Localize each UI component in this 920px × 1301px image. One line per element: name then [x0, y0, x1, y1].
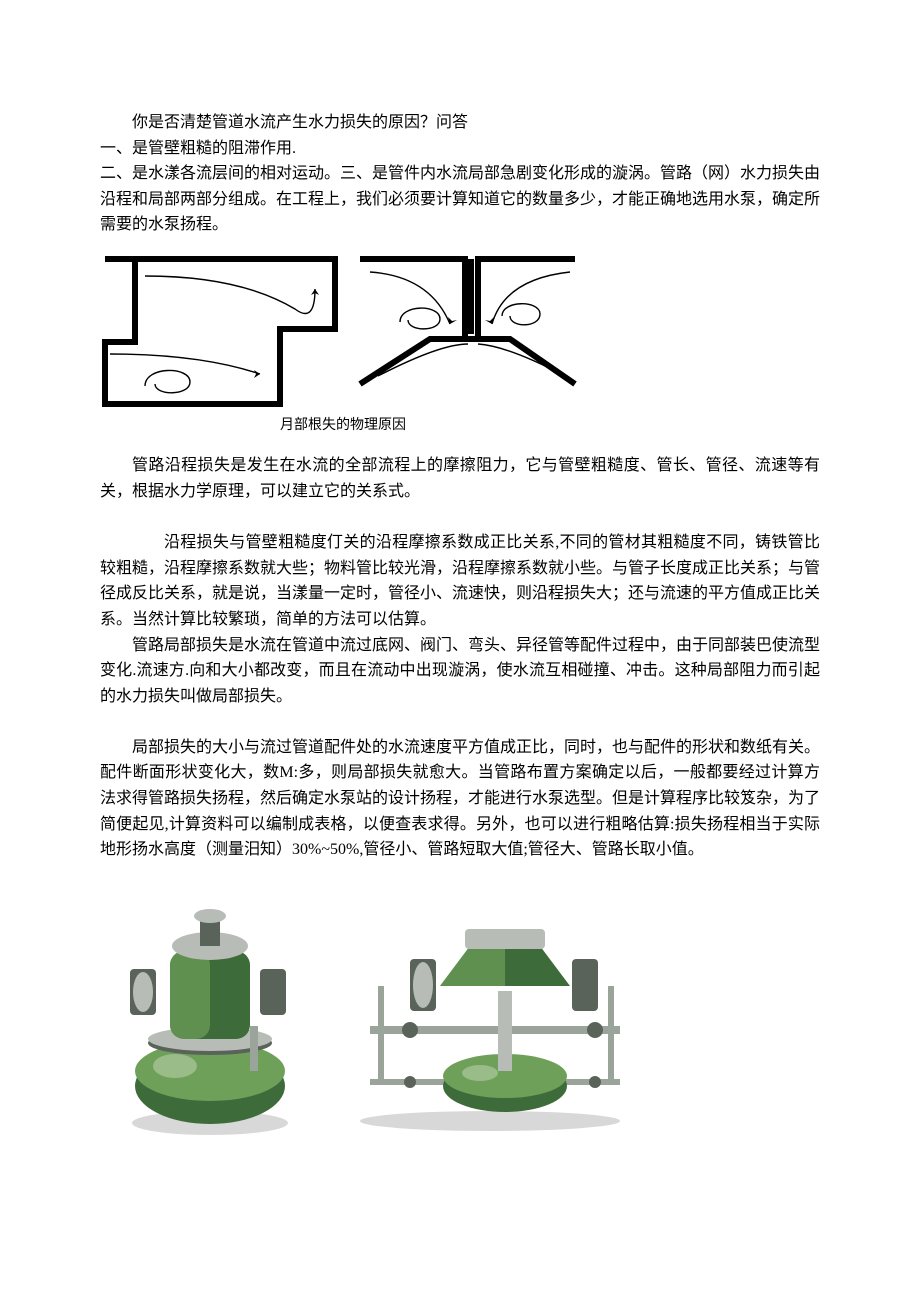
figure-valve-photos: [110, 891, 820, 1146]
paragraph-cause-2-3: 二、是水漾各流层间的相对运动。三、是管件内水流局部急剧变化形成的漩涡。管路（网）…: [100, 161, 820, 238]
document-page: 你是否清楚管道水流产生水力损失的原因？问答 一、是管壁粗糙的阻滞作用. 二、是水…: [0, 0, 920, 1206]
figure-local-loss-diagram: [100, 254, 820, 409]
valve-photos-svg: [110, 891, 640, 1146]
paragraph-local-loss: 管路局部损失是水流在管道中流过底网、阀门、弯头、异径管等配件过程中，由于同部装巴…: [100, 633, 820, 710]
paragraph-local-loss-calc: 局部损失的大小与流过管道配件处的水流速度平方值成正比，同时，也与配件的形状和数纸…: [100, 735, 820, 863]
local-loss-diagram-svg: [100, 254, 580, 409]
paragraph-frictional-loss: 管路沿程损失是发生在水流的全部流程上的摩擦阻力，它与管壁粗糙度、管长、管径、流速…: [100, 453, 820, 504]
figure-caption: 月部根失的物理原因: [100, 415, 820, 437]
paragraph-cause-1: 一、是管壁粗糙的阻滞作用.: [100, 136, 820, 162]
paragraph-frictional-factors: 沿程损失与管壁粗糙度仃关的沿程摩擦系数成正比关系,不同的管材其粗糙度不同，铸铁管…: [100, 530, 820, 632]
paragraph-intro: 你是否清楚管道水流产生水力损失的原因？问答: [100, 110, 820, 136]
